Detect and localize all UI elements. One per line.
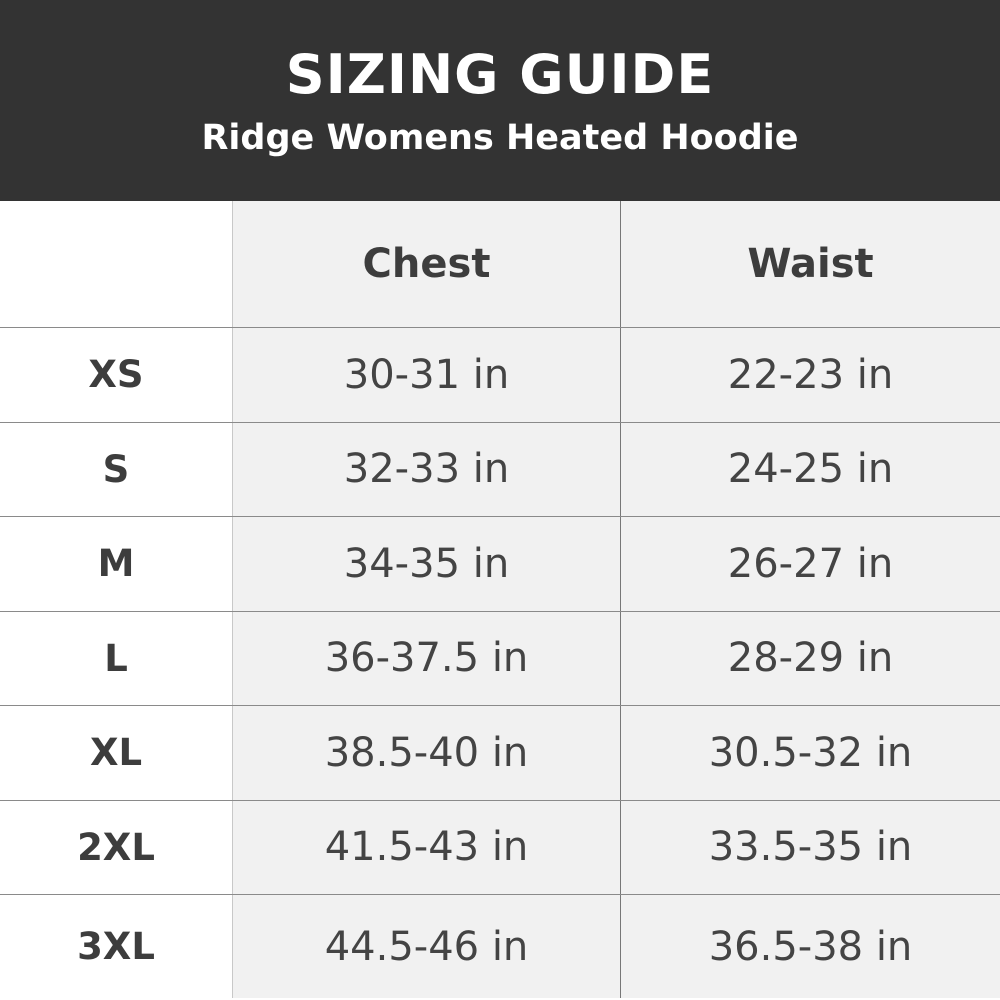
chest-cell: 38.5-40 in xyxy=(232,706,621,800)
table-row: XS 30-31 in 22-23 in xyxy=(0,328,1000,423)
size-cell: M xyxy=(0,517,232,611)
header-cell-empty xyxy=(0,201,232,327)
header-cell-chest: Chest xyxy=(232,201,621,327)
chest-cell: 36-37.5 in xyxy=(232,611,621,705)
size-cell: XS xyxy=(0,328,232,422)
chest-cell: 41.5-43 in xyxy=(232,800,621,894)
size-cell: S xyxy=(0,422,232,516)
page-title: SIZING GUIDE xyxy=(285,43,715,106)
chest-cell: 32-33 in xyxy=(232,422,621,516)
size-cell: 3XL xyxy=(0,895,232,998)
table-row: S 32-33 in 24-25 in xyxy=(0,422,1000,517)
waist-cell: 24-25 in xyxy=(621,422,1000,516)
waist-cell: 33.5-35 in xyxy=(621,800,1000,894)
waist-cell: 28-29 in xyxy=(621,611,1000,705)
waist-cell: 26-27 in xyxy=(621,517,1000,611)
size-cell: L xyxy=(0,611,232,705)
header-cell-waist: Waist xyxy=(621,201,1000,327)
table-header-row: Chest Waist xyxy=(0,201,1000,328)
table-row: 3XL 44.5-46 in 36.5-38 in xyxy=(0,895,1000,998)
chest-cell: 34-35 in xyxy=(232,517,621,611)
size-cell: 2XL xyxy=(0,800,232,894)
chest-cell: 44.5-46 in xyxy=(232,895,621,998)
waist-cell: 36.5-38 in xyxy=(621,895,1000,998)
table-row: M 34-35 in 26-27 in xyxy=(0,517,1000,612)
sizing-table: Chest Waist XS 30-31 in 22-23 in S 32-33 in 2… xyxy=(0,201,1000,1000)
size-cell: XL xyxy=(0,706,232,800)
table-row: XL 38.5-40 in 30.5-32 in xyxy=(0,706,1000,801)
waist-cell: 22-23 in xyxy=(621,328,1000,422)
header-banner: SIZING GUIDE Ridge Womens Heated Hoodie xyxy=(0,0,1000,201)
waist-cell: 30.5-32 in xyxy=(621,706,1000,800)
table-row: 2XL 41.5-43 in 33.5-35 in xyxy=(0,800,1000,895)
chest-cell: 30-31 in xyxy=(232,328,621,422)
page-subtitle: Ridge Womens Heated Hoodie xyxy=(201,118,799,158)
table-row: L 36-37.5 in 28-29 in xyxy=(0,611,1000,706)
